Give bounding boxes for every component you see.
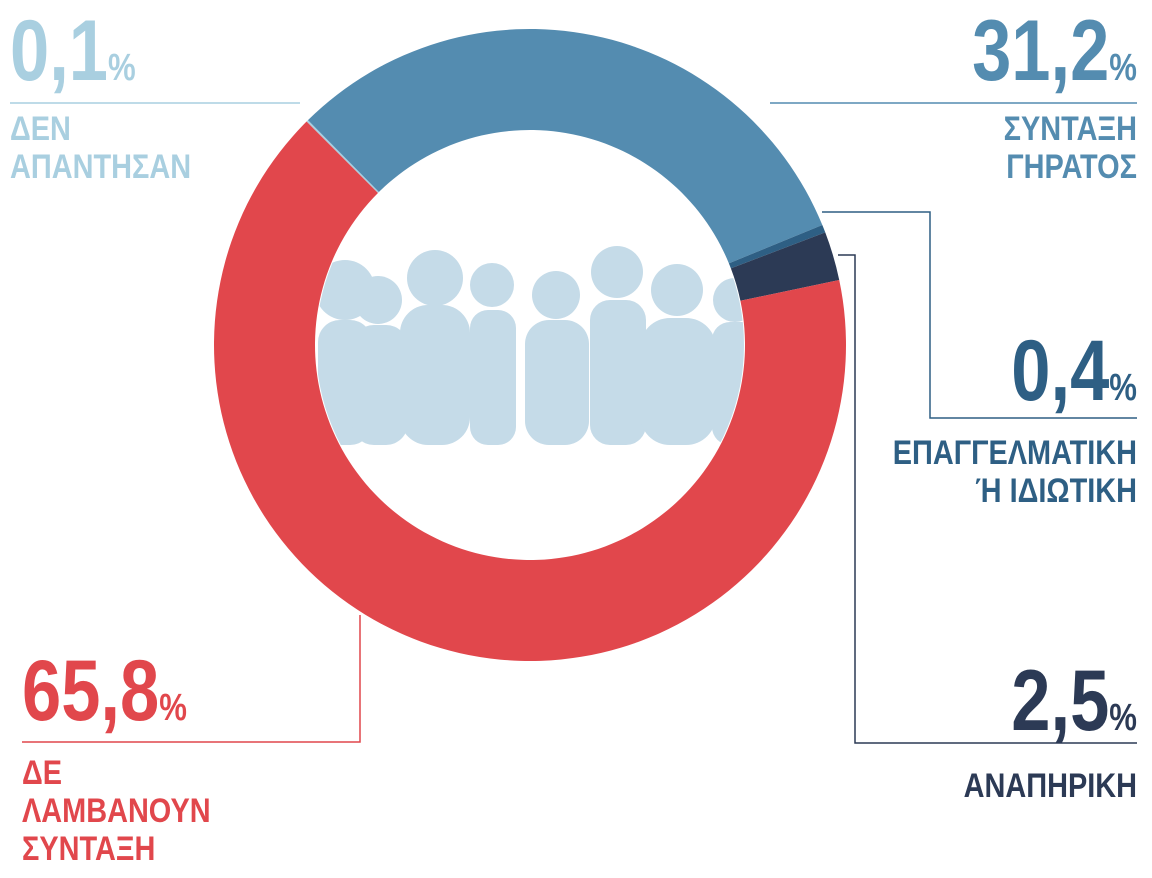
category-label-group: ΔΕ	[22, 753, 62, 792]
category-label: Ή ΙΔΙΩΤΙΚΗ	[975, 471, 1137, 510]
value-number: 0,1	[10, 2, 108, 98]
category-label-group: ΔΕΝ	[10, 109, 71, 148]
leader-line	[822, 211, 1137, 419]
category-label-group: ΑΠΑΝΤΗΣΑΝ	[10, 147, 191, 186]
leader-line	[838, 254, 1137, 744]
category-label: ΔΕΝ	[10, 109, 71, 148]
category-label: ΓΗΡΑΤΟΣ	[1006, 147, 1137, 186]
donut-slice	[213, 121, 847, 661]
category-label: ΑΠΑΝΤΗΣΑΝ	[10, 147, 191, 186]
value-label: 0,4%	[1011, 322, 1137, 418]
category-label-group: ΣΥΝΤΑΞΗ	[22, 829, 155, 868]
category-label: ΔΕ	[22, 753, 62, 792]
category-label: ΑΝΑΠΗΡΙΚΗ	[964, 766, 1137, 805]
category-label-group: ΕΠΑΓΓΕΛΜΑΤΙΚΗ	[893, 433, 1137, 472]
donut-slice	[730, 232, 840, 301]
value-label-group: 0,1%	[10, 2, 136, 98]
donut-slice	[728, 224, 826, 269]
value-number: 31,2	[972, 2, 1109, 98]
category-label-group: ΓΗΡΑΤΟΣ	[1006, 147, 1137, 186]
value-label-group: 2,5%	[1011, 652, 1137, 748]
value-unit: %	[108, 47, 136, 89]
category-label-group: ΑΝΑΠΗΡΙΚΗ	[964, 766, 1137, 805]
value-label-group: 31,2%	[972, 2, 1137, 98]
value-number: 2,5	[1011, 652, 1109, 748]
category-label: ΕΠΑΓΓΕΛΜΑΤΙΚΗ	[893, 433, 1137, 472]
value-label-group: 0,4%	[1011, 322, 1137, 418]
value-label-group: 65,8%	[22, 642, 187, 738]
value-unit: %	[1109, 367, 1137, 409]
value-number: 65,8	[22, 642, 159, 738]
category-label: ΣΥΝΤΑΞΗ	[22, 829, 155, 868]
value-unit: %	[159, 687, 187, 729]
value-label: 65,8%	[22, 642, 187, 738]
value-unit: %	[1109, 47, 1137, 89]
donut-slice	[307, 28, 823, 264]
category-label: ΣΥΝΤΑΞΗ	[1004, 109, 1137, 148]
value-label: 0,1%	[10, 2, 136, 98]
category-label-group: Ή ΙΔΙΩΤΙΚΗ	[975, 471, 1137, 510]
value-label: 31,2%	[972, 2, 1137, 98]
leader-line	[22, 615, 361, 743]
category-label: ΛΑΜΒΑΝΟΥΝ	[22, 791, 211, 830]
value-unit: %	[1109, 697, 1137, 739]
category-label-group: ΣΥΝΤΑΞΗ	[1004, 109, 1137, 148]
category-label-group: ΛΑΜΒΑΝΟΥΝ	[22, 791, 211, 830]
value-label: 2,5%	[1011, 652, 1137, 748]
donut-slice	[306, 120, 379, 193]
people-illustration	[316, 246, 744, 445]
value-number: 0,4	[1011, 322, 1109, 418]
